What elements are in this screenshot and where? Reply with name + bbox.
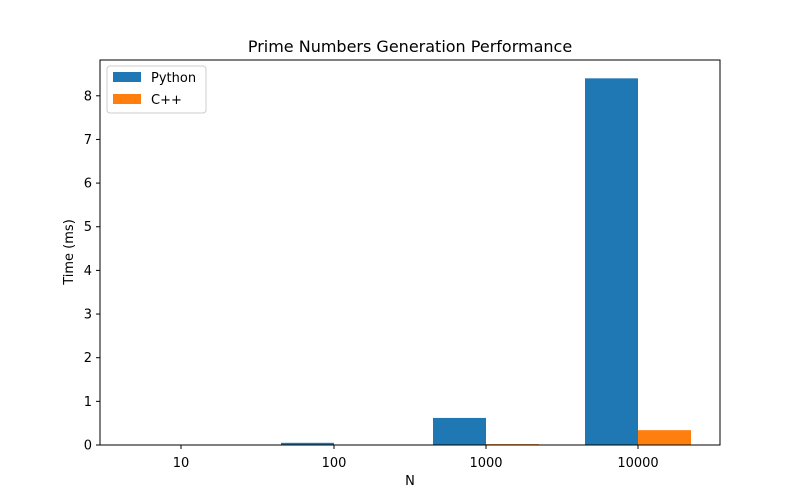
y-tick-label: 0 <box>84 439 92 454</box>
legend-swatch-cpp <box>113 94 141 104</box>
x-tick-label: 10 <box>173 456 190 471</box>
legend-swatch-python <box>113 72 141 82</box>
legend: Python C++ <box>106 65 207 114</box>
chart-title: Prime Numbers Generation Performance <box>248 37 572 56</box>
y-tick-label: 7 <box>84 133 92 148</box>
y-tick-label: 1 <box>84 395 92 410</box>
bar-python-10000 <box>585 78 638 445</box>
bar-python-100 <box>281 442 334 445</box>
y-tick-label: 2 <box>84 351 92 366</box>
legend-label-python: Python <box>151 71 196 86</box>
y-tick-label: 8 <box>84 89 92 104</box>
x-axis-title: N <box>405 474 415 489</box>
bar-python-1000 <box>433 417 486 445</box>
y-axis: 0 1 2 3 4 5 6 7 8 <box>84 89 100 454</box>
y-tick-label: 6 <box>84 177 92 192</box>
bars-layer <box>128 78 691 445</box>
legend-label-cpp: C++ <box>151 93 182 108</box>
x-tick-label: 10000 <box>617 456 658 471</box>
y-tick-label: 3 <box>84 308 92 323</box>
plot-frame <box>99 59 721 446</box>
y-axis-title: Time (ms) <box>62 219 77 286</box>
bar-cpp-10000 <box>638 430 691 445</box>
y-tick-label: 5 <box>84 220 92 235</box>
x-tick-label: 100 <box>322 456 347 471</box>
x-tick-label: 1000 <box>469 456 502 471</box>
x-axis: 10 100 1000 10000 <box>173 445 659 471</box>
y-tick-label: 4 <box>84 264 92 279</box>
